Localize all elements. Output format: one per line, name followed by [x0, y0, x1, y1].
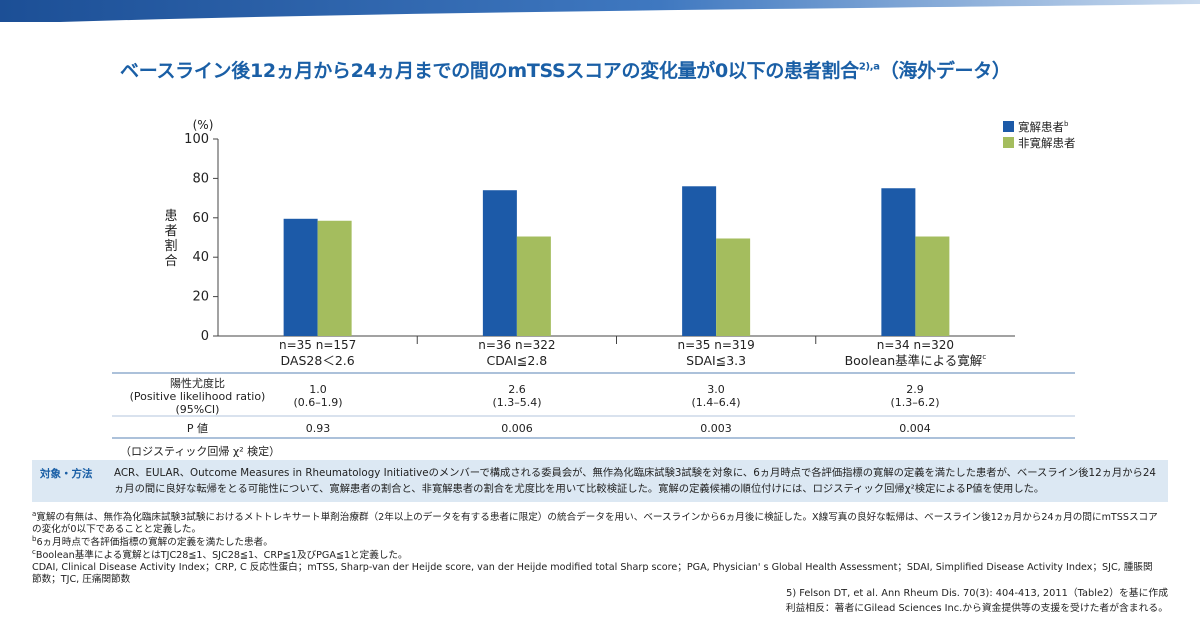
bar-remission	[881, 188, 916, 336]
chart-title-main: ベースライン後12ヵ月から24ヵ月までの間のmTSSスコアの変化量が0以下の患者…	[120, 60, 859, 82]
x-category-text: CDAI≦2.8	[487, 353, 548, 368]
chart-title-suffix: （海外データ）	[879, 60, 1011, 82]
y-tick-label: 80	[192, 171, 209, 186]
ratio-value: 2.6	[508, 383, 526, 396]
y-tick-label: 0	[201, 329, 209, 344]
bar-remission	[482, 190, 517, 336]
ratio-row-label: 陽性尤度比 (Positive likelihood ratio) (95%CI…	[110, 377, 285, 416]
ratio-value: 3.0	[707, 383, 725, 396]
ratio-label-line-1: 陽性尤度比	[170, 377, 225, 390]
method-text: ACR、EULAR、Outcome Measures in Rheumatolo…	[114, 467, 1156, 495]
p-value-cell: 0.93	[305, 422, 331, 435]
x-category-label: CDAI≦2.8	[487, 353, 548, 368]
n-label: n=34 n=320	[877, 338, 954, 352]
y-axis-label-char: 者	[164, 224, 177, 239]
footnote-b: b6ヵ月時点で各評価指標の寛解の定義を満たした患者。	[32, 533, 1162, 549]
y-axis-unit: (%)	[193, 118, 214, 132]
footnote-b-mark: b	[32, 535, 37, 543]
footnote-a: a寛解の有無は、無作為化臨床試験3試験におけるメトトレキサート単剤治療群（2年以…	[32, 508, 1162, 536]
y-tick-label: 40	[192, 250, 209, 265]
legend-label: 非寛解患者	[1018, 136, 1076, 150]
method-heading: 対象・方法	[40, 468, 93, 480]
ratio-ci: (0.6–1.9)	[293, 396, 343, 409]
bar-non-remission	[516, 236, 551, 336]
ratio-label-line-2: (Positive likelihood ratio)	[129, 390, 266, 403]
legend-swatch	[1003, 137, 1014, 148]
ratio-value: 1.0	[309, 383, 327, 396]
y-axis-label-char: 合	[164, 254, 177, 269]
ratio-cell: 2.6 (1.3–5.4)	[417, 383, 617, 409]
bar-non-remission	[915, 236, 950, 336]
bar-remission	[682, 186, 717, 336]
test-method-note: （ロジスティック回帰 χ² 検定）	[120, 445, 281, 458]
footnote-a-mark: a	[32, 510, 37, 518]
ratio-cell: 3.0 (1.4–6.4)	[616, 383, 816, 409]
n-label: n=36 n=322	[478, 338, 555, 352]
ratio-ci: (1.3–6.2)	[890, 396, 940, 409]
ratio-value: 2.9	[906, 383, 924, 396]
n-label: n=35 n=157	[279, 338, 356, 352]
ratio-label-line-3: (95%CI)	[175, 403, 220, 416]
x-category-text: Boolean基準による寛解	[845, 353, 983, 368]
legend-label-text: 寛解患者	[1018, 120, 1064, 134]
bar-non-remission	[716, 238, 751, 336]
legend-label-text: 非寛解患者	[1018, 136, 1076, 150]
y-axis-label-char: 割	[164, 238, 177, 254]
x-category-text: DAS28＜2.6	[281, 353, 355, 368]
x-category-label: Boolean基準による寛解c	[845, 353, 987, 368]
bar-non-remission	[317, 220, 352, 336]
header-decoration-bar	[0, 0, 1200, 22]
x-category-label: DAS28＜2.6	[281, 353, 355, 368]
abbreviations: CDAI, Clinical Disease Activity Index；CR…	[32, 562, 1153, 585]
footnote-b-text: 6ヵ月時点で各評価指標の寛解の定義を満たした患者。	[36, 537, 273, 549]
x-category-sup: c	[982, 353, 986, 361]
p-value-cell: 0.004	[899, 422, 931, 435]
n-label: n=35 n=319	[677, 338, 754, 352]
chart-title: ベースライン後12ヵ月から24ヵ月までの間のmTSSスコアの変化量が0以下の患者…	[120, 56, 1011, 83]
citation-reference: 5) Felson DT, et al. Ann Rheum Dis. 70(3…	[786, 588, 1168, 599]
bar-remission	[283, 218, 318, 336]
ratio-ci: (1.3–5.4)	[492, 396, 542, 409]
footnote-c: cBoolean基準による寛解とはTJC28≦1、SJC28≦1、CRP≦1及び…	[32, 546, 1162, 562]
p-value-cell: 0.006	[501, 422, 533, 435]
footnote-c-mark: c	[32, 548, 36, 556]
x-category-text: SDAI≦3.3	[686, 353, 746, 368]
legend-label-sup: b	[1064, 120, 1069, 128]
chart-title-sup: 2),a	[858, 61, 880, 73]
footnote-c-text: Boolean基準による寛解とはTJC28≦1、SJC28≦1、CRP≦1及びP…	[35, 550, 408, 562]
method-box: 対象・方法 ACR、EULAR、Outcome Measures in Rheu…	[32, 460, 1168, 502]
ratio-cell: 1.0 (0.6–1.9)	[218, 383, 418, 409]
footnote-a-text: 寛解の有無は、無作為化臨床試験3試験におけるメトトレキサート単剤治療群（2年以上…	[32, 512, 1158, 536]
conflict-of-interest: 利益相反：著者にGilead Sciences Inc.から資金提供等の支援を受…	[785, 603, 1168, 614]
legend-label: 寛解患者b	[1018, 120, 1069, 134]
p-value-label: P 値	[186, 422, 209, 435]
x-category-label: SDAI≦3.3	[686, 353, 746, 368]
ratio-cell: 2.9 (1.3–6.2)	[815, 383, 1015, 409]
ratio-ci: (1.4–6.4)	[691, 396, 741, 409]
y-tick-label: 60	[192, 211, 209, 226]
y-axis-label-char: 患	[164, 209, 177, 224]
y-tick-label: 100	[184, 132, 209, 147]
p-value-cell: 0.003	[700, 422, 732, 435]
y-tick-label: 20	[192, 290, 209, 305]
legend-swatch	[1003, 121, 1014, 132]
